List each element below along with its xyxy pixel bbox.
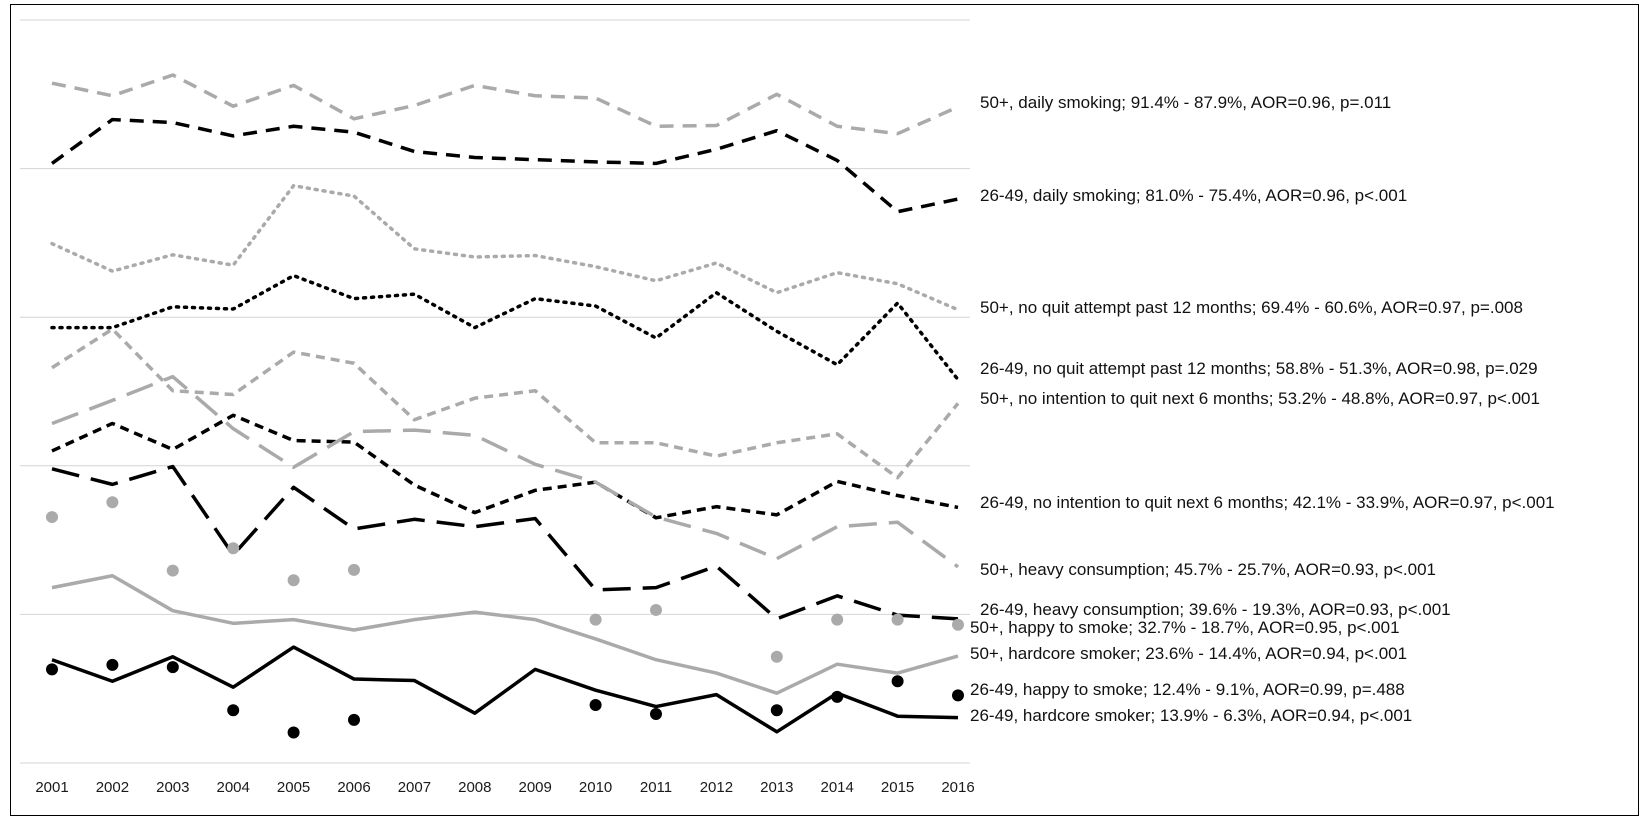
data-point-series-8 [46, 511, 58, 524]
series-label: 26-49, heavy consumption; 39.6% - 19.3%,… [980, 600, 1451, 619]
data-point-series-10 [348, 713, 360, 726]
x-tick-label: 2008 [458, 779, 491, 796]
line-series-7 [51, 464, 959, 621]
series-label: 50+, happy to smoke; 32.7% - 18.7%, AOR=… [970, 618, 1400, 637]
data-point-series-8 [589, 613, 602, 626]
data-point-series-10 [891, 675, 904, 688]
line-series-5 [51, 413, 959, 520]
x-tick-label: 2007 [398, 779, 431, 796]
x-tick-label: 2005 [277, 779, 310, 796]
x-tick-label: 2006 [337, 779, 370, 796]
data-point-series-10 [227, 704, 240, 717]
data-point-series-8 [106, 496, 119, 509]
x-tick-label: 2012 [700, 779, 733, 796]
data-point-series-10 [287, 726, 300, 739]
series-label: 50+, hardcore smoker; 23.6% - 14.4%, AOR… [970, 644, 1407, 663]
data-point-series-10 [770, 704, 783, 717]
series-label: 26-49, daily smoking; 81.0% - 75.4%, AOR… [980, 186, 1407, 205]
data-point-series-10 [650, 707, 662, 720]
line-series-2 [50, 183, 960, 312]
x-tick-label: 2002 [96, 779, 129, 796]
series-labels: 50+, daily smoking; 91.4% - 87.9%, AOR=0… [970, 93, 1555, 725]
data-point-series-8 [348, 563, 360, 576]
data-point-series-10 [166, 661, 179, 674]
series-label: 50+, heavy consumption; 45.7% - 25.7%, A… [980, 560, 1436, 579]
line-series-6 [51, 374, 960, 569]
data-point-series-8 [891, 613, 904, 626]
data-point-series-8 [952, 618, 964, 631]
chart-frame [10, 4, 1639, 816]
line-series-4 [51, 327, 960, 480]
data-point-series-10 [952, 689, 964, 702]
data-point-series-8 [831, 613, 844, 626]
line-series-11 [51, 645, 959, 734]
x-tick-label: 2013 [760, 779, 793, 796]
data-point-series-8 [650, 603, 662, 616]
x-tick-label: 2010 [579, 779, 612, 796]
x-tick-label: 2003 [156, 779, 189, 796]
series-label: 26-49, no intention to quit next 6 month… [980, 493, 1555, 512]
x-tick-label: 2001 [35, 779, 68, 796]
x-tick-label: 2016 [941, 779, 974, 796]
data-point-series-10 [46, 663, 58, 676]
series-label: 26-49, no quit attempt past 12 months; 5… [980, 359, 1538, 378]
data-point-series-8 [227, 542, 240, 555]
line-series-3 [50, 273, 960, 382]
series-lines [50, 73, 960, 734]
series-markers [46, 496, 964, 739]
data-point-series-10 [831, 690, 844, 703]
data-point-series-10 [589, 699, 602, 712]
x-tick-label: 2011 [640, 779, 672, 796]
series-label: 26-49, happy to smoke; 12.4% - 9.1%, AOR… [970, 680, 1405, 699]
data-point-series-8 [166, 564, 179, 577]
data-point-series-8 [287, 574, 300, 587]
x-tick-label: 2004 [217, 779, 250, 796]
data-point-series-8 [770, 650, 783, 663]
line-series-1 [50, 117, 959, 214]
series-label: 26-49, hardcore smoker; 13.9% - 6.3%, AO… [970, 706, 1412, 725]
series-label: 50+, daily smoking; 91.4% - 87.9%, AOR=0… [980, 93, 1391, 112]
x-tick-label: 2015 [881, 779, 914, 796]
series-label: 50+, no quit attempt past 12 months; 69.… [980, 298, 1523, 317]
x-axis-tick-labels: 2001 2002 2003 2004 2005 2006 2007 2008 2009 2010… [35, 779, 974, 796]
gridlines [20, 19, 970, 764]
x-tick-label: 2014 [821, 779, 854, 796]
x-tick-label: 2009 [519, 779, 552, 796]
series-label: 50+, no intention to quit next 6 months;… [980, 389, 1540, 408]
line-series-9 [51, 574, 959, 695]
data-point-series-10 [106, 658, 119, 671]
